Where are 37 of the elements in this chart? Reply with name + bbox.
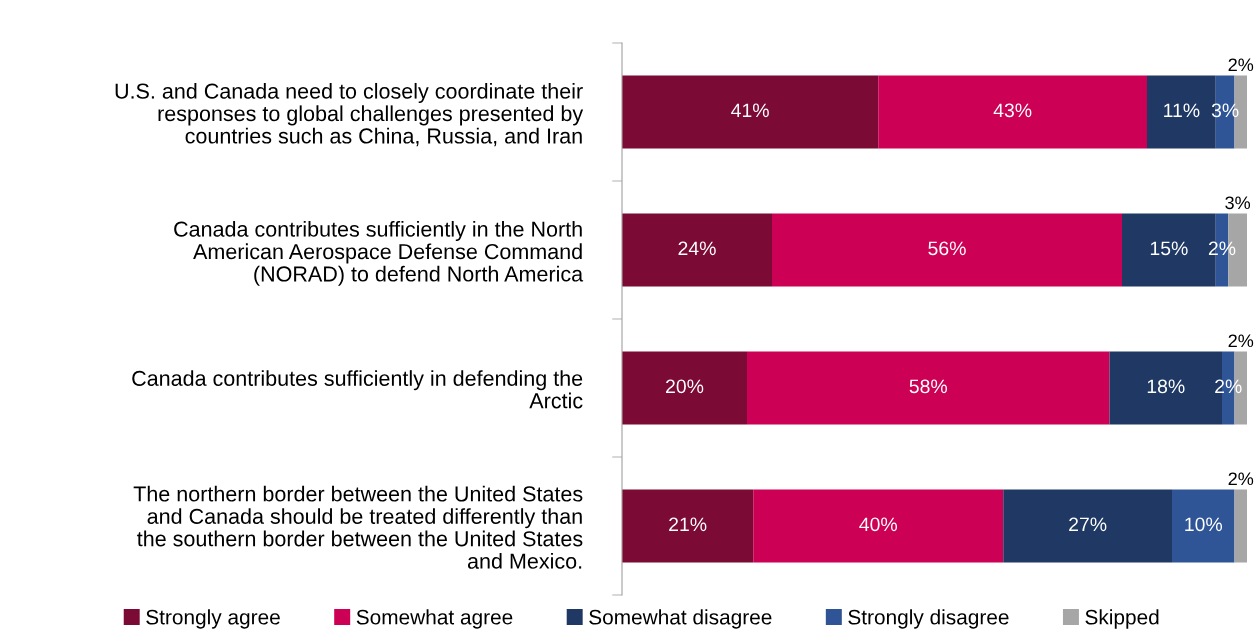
bar bbox=[1003, 489, 1172, 563]
data-label: 43% bbox=[993, 103, 1032, 118]
data-label: 21% bbox=[669, 517, 707, 532]
bar bbox=[1234, 489, 1247, 563]
bar bbox=[772, 213, 1122, 287]
data-label: 20% bbox=[666, 379, 704, 394]
data-label: 11% bbox=[1164, 103, 1200, 118]
data-label: 18% bbox=[1147, 379, 1185, 394]
data-label: 10% bbox=[1185, 517, 1223, 532]
bar bbox=[622, 351, 747, 425]
data-label: 3% bbox=[1225, 196, 1251, 210]
bar bbox=[878, 75, 1147, 149]
data-label: 24% bbox=[678, 241, 716, 256]
bar bbox=[753, 489, 1004, 563]
data-label: 15% bbox=[1150, 241, 1188, 256]
legend-label: Somewhat agree bbox=[356, 609, 513, 629]
y-tick-label: Canada contributes sufficiently in defending the Arctic bbox=[132, 370, 583, 409]
legend-label: Strongly disagree bbox=[848, 609, 1009, 629]
y-tick-label: Canada contributes sufficiently in the North American Aerospace Defense Command (NORAD) to defend North America bbox=[174, 220, 584, 286]
bar bbox=[1172, 489, 1235, 563]
bar bbox=[622, 489, 754, 563]
data-label: 41% bbox=[731, 103, 769, 118]
bar bbox=[622, 213, 772, 287]
legend-label: Skipped bbox=[1085, 609, 1159, 629]
bar bbox=[622, 75, 879, 149]
data-label: 2% bbox=[1228, 472, 1254, 486]
data-label: 2% bbox=[1228, 58, 1254, 72]
y-tick-label: The northern border between the United States and Canada should be treated differently than the southern border between the United States and Mexico. bbox=[133, 485, 583, 569]
y-tick-label: U.S. and Canada need to closely coordinate their responses to global challenges presented by countries such as China, Russia, and Iran bbox=[115, 82, 584, 147]
data-label: 27% bbox=[1069, 517, 1107, 532]
bar bbox=[747, 351, 1110, 425]
data-label: 56% bbox=[928, 241, 966, 256]
data-label: 40% bbox=[859, 517, 898, 532]
legend-label: Strongly agree bbox=[146, 609, 280, 629]
data-label: 58% bbox=[909, 379, 948, 394]
data-label: 2% bbox=[1228, 334, 1254, 348]
legend-label: Somewhat disagree bbox=[589, 609, 772, 629]
